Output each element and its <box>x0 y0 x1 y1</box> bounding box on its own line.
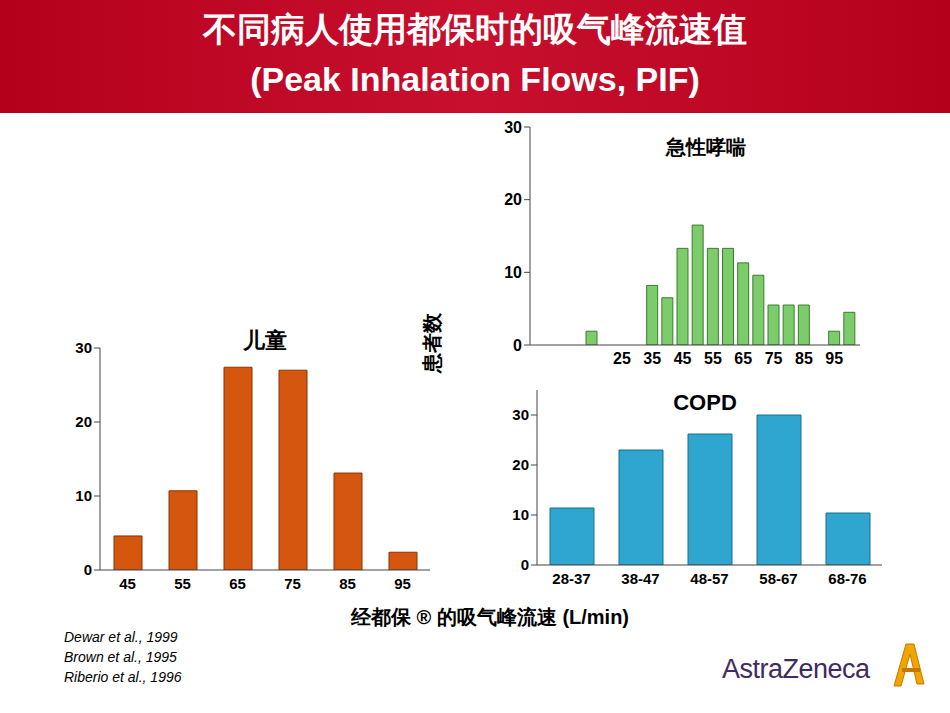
svg-text:0: 0 <box>84 561 92 578</box>
svg-text:75: 75 <box>284 575 301 592</box>
html-text:Brown et al., 1995: Brown et al., 1995 <box>64 649 177 665</box>
html-text:Riberio et al., 1996: Riberio et al., 1996 <box>64 669 182 685</box>
svg-text:55: 55 <box>174 575 191 592</box>
svg-text:55: 55 <box>704 350 722 367</box>
svg-text:35: 35 <box>643 350 661 367</box>
svg-text:30: 30 <box>75 339 92 356</box>
html-text:AstraZeneca: AstraZeneca <box>722 654 870 684</box>
svg-text:0: 0 <box>513 337 522 354</box>
svg-text:25: 25 <box>613 350 631 367</box>
svg-text:85: 85 <box>339 575 356 592</box>
svg-text:38-47: 38-47 <box>621 570 659 587</box>
svg-text:20: 20 <box>75 413 92 430</box>
html-text:儿童: 儿童 <box>243 328 287 353</box>
svg-text:85: 85 <box>795 350 813 367</box>
html-text:Dewar et al., 1999: Dewar et al., 1999 <box>64 629 178 645</box>
svg-text:0: 0 <box>521 556 529 573</box>
svg-text:48-57: 48-57 <box>690 570 728 587</box>
svg-text:95: 95 <box>394 575 411 592</box>
html-text:急性哮喘: 急性哮喘 <box>666 136 746 158</box>
svg-text:30: 30 <box>504 119 522 136</box>
svg-text:10: 10 <box>75 487 92 504</box>
html-text:经都保 ® 的吸气峰流速 (L/min): 经都保 ® 的吸气峰流速 (L/min) <box>351 606 629 628</box>
svg-text:45: 45 <box>119 575 136 592</box>
svg-text:28-37: 28-37 <box>552 570 590 587</box>
html-text:不同病人使用都保时的吸气峰流速值: 不同病人使用都保时的吸气峰流速值 <box>203 10 747 48</box>
svg-text:68-76: 68-76 <box>828 570 866 587</box>
svg-text:20: 20 <box>504 191 522 208</box>
svg-text:20: 20 <box>512 456 529 473</box>
svg-text:65: 65 <box>734 350 752 367</box>
svg-text:58-67: 58-67 <box>759 570 797 587</box>
svg-text:10: 10 <box>512 506 529 523</box>
svg-text:75: 75 <box>765 350 783 367</box>
svg-text:45: 45 <box>674 350 692 367</box>
html-text:COPD: COPD <box>673 390 737 415</box>
svg-text:95: 95 <box>825 350 843 367</box>
svg-text:10: 10 <box>504 264 522 281</box>
svg-text:65: 65 <box>229 575 246 592</box>
svg-text:30: 30 <box>512 406 529 423</box>
html-text:(Peak Inhalation Flows, PIF): (Peak Inhalation Flows, PIF) <box>250 60 700 98</box>
html-text:患者数: 患者数 <box>421 313 443 373</box>
